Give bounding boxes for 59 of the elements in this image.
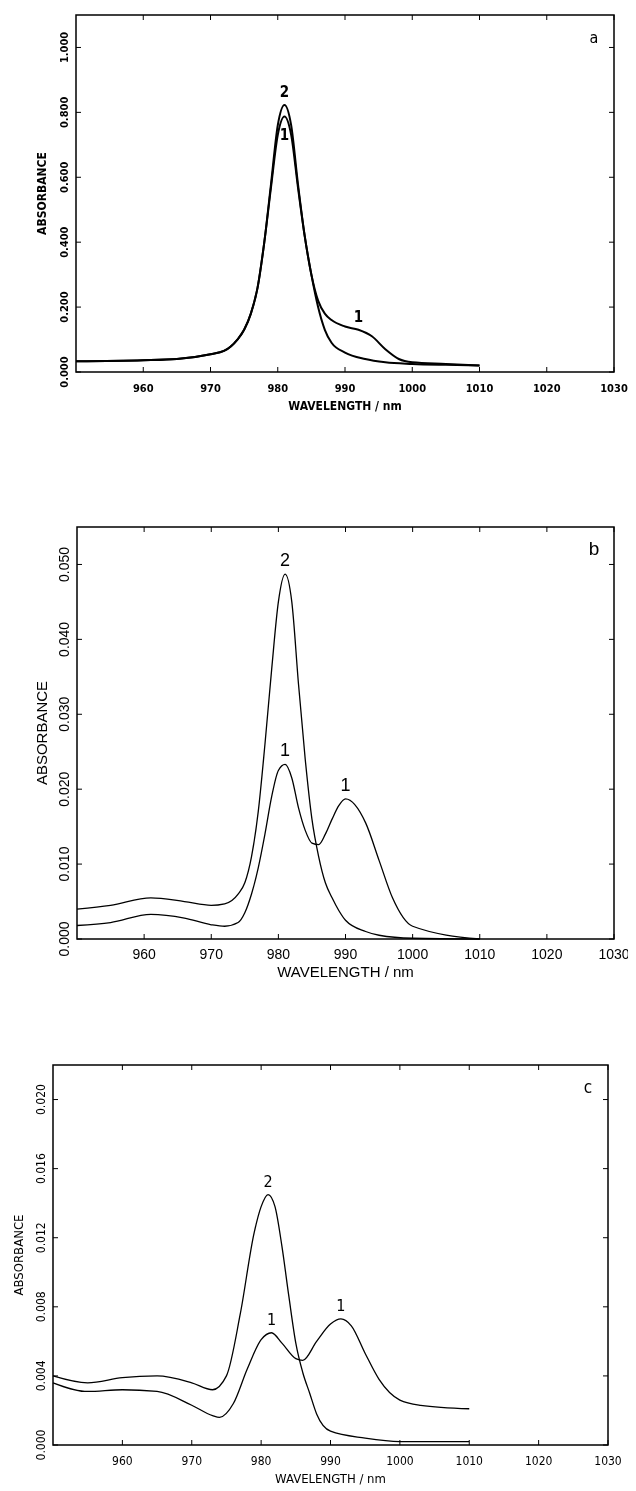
- x-tick-label: 1020: [531, 946, 563, 962]
- annotation: 2: [279, 82, 290, 101]
- x-tick-label: 990: [333, 946, 358, 962]
- annotation: 1: [340, 774, 351, 795]
- annotation: 1: [353, 307, 364, 326]
- x-tick-label: 1020: [524, 1454, 553, 1468]
- x-tick-label: 970: [199, 946, 224, 962]
- x-axis-title: WAVELENGTH / nm: [277, 963, 414, 980]
- x-tick-label: 1000: [398, 382, 427, 395]
- y-axis-title: ABSORBANCE: [11, 1214, 26, 1296]
- x-axis-title: WAVELENGTH / nm: [288, 399, 402, 413]
- y-axis-title: ABSORBANCE: [35, 152, 49, 235]
- y-tick-label: 0.020: [56, 771, 72, 807]
- x-tick-label: 1020: [532, 382, 561, 395]
- annotation: 2: [263, 1171, 273, 1191]
- y-tick-label: 0.016: [34, 1153, 48, 1185]
- text: a: [589, 28, 599, 47]
- y-tick-label: 0.800: [58, 96, 71, 129]
- y-tick-label: 0.050: [56, 546, 72, 582]
- annotation: 1: [266, 1309, 277, 1329]
- x-tick-label: 1000: [397, 946, 429, 962]
- x-tick-label: 970: [200, 382, 221, 395]
- y-tick-label: 0.000: [58, 356, 71, 388]
- x-tick-label: 1010: [465, 382, 494, 395]
- text: b: [588, 538, 600, 559]
- annotation: 1: [336, 1295, 346, 1315]
- y-tick-label: 0.200: [58, 291, 71, 323]
- y-tick-label: 0.004: [34, 1360, 48, 1392]
- y-tick-label: 0.008: [34, 1291, 48, 1323]
- x-tick-label: 980: [266, 946, 291, 962]
- x-tick-label: 980: [250, 1454, 272, 1468]
- x-tick-label: 1000: [386, 1454, 414, 1468]
- y-tick-label: 0.000: [34, 1429, 48, 1461]
- annotation: 2: [280, 550, 291, 571]
- y-tick-label: 0.030: [56, 696, 72, 732]
- x-tick-label: 1030: [594, 1454, 622, 1468]
- text: c: [583, 1077, 593, 1097]
- y-tick-label: 0.012: [34, 1222, 48, 1254]
- x-tick-label: 990: [320, 1454, 341, 1468]
- y-tick-label: 0.600: [58, 161, 71, 193]
- x-tick-label: 1030: [600, 382, 628, 395]
- annotation: 1: [280, 740, 291, 761]
- y-tick-label: 0.000: [56, 921, 72, 957]
- x-tick-label: 980: [267, 382, 289, 395]
- x-axis-title: WAVELENGTH / nm: [275, 1471, 386, 1486]
- annotation: 1: [279, 125, 290, 144]
- x-tick-label: 1010: [464, 946, 496, 962]
- y-tick-label: 0.400: [58, 226, 71, 258]
- x-tick-label: 960: [132, 382, 154, 395]
- x-tick-label: 1010: [455, 1454, 484, 1468]
- x-tick-label: 960: [112, 1454, 133, 1468]
- x-tick-label: 990: [334, 382, 356, 395]
- y-tick-label: 0.020: [34, 1083, 48, 1115]
- y-tick-label: 0.010: [56, 846, 72, 882]
- y-tick-label: 0.040: [56, 621, 72, 657]
- y-axis-title: ABSORBANCE: [33, 680, 50, 786]
- x-tick-label: 960: [132, 946, 157, 962]
- x-tick-label: 970: [181, 1454, 203, 1468]
- y-tick-label: 1.000: [58, 31, 71, 64]
